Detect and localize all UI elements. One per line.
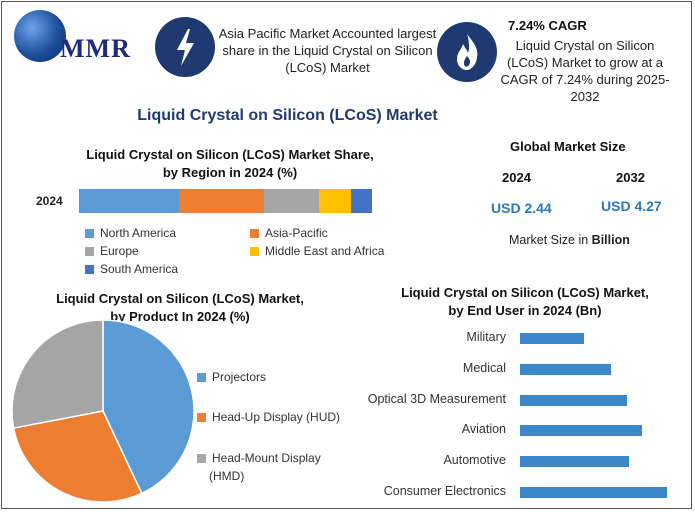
product-legend: Projectors Head-Up Display (HUD) Head-Mo… xyxy=(197,370,377,490)
legend-north-america: North America xyxy=(85,226,176,240)
region-chart-title: Liquid Crystal on Silicon (LCoS) Market … xyxy=(40,146,420,182)
enduser-bar xyxy=(520,487,668,498)
legend-swatch xyxy=(250,228,259,238)
enduser-bar xyxy=(520,363,612,375)
enduser-title-line2: by End User in 2024 (Bn) xyxy=(448,303,602,318)
note-prefix: Market Size in xyxy=(509,233,592,247)
enduser-category-label: Optical 3D Measurement xyxy=(367,391,506,406)
region-bar-segment xyxy=(351,189,372,213)
enduser-bar xyxy=(520,425,643,437)
legend-label: Head-Mount Display xyxy=(212,451,321,465)
legend-swatch xyxy=(85,228,94,238)
legend-swatch xyxy=(85,246,94,256)
global-year-2024: 2024 xyxy=(502,170,531,185)
legend-asia-pacific: Asia-Pacific xyxy=(250,226,328,240)
region-legend: North America Asia-Pacific Europe Middle… xyxy=(85,226,415,282)
legend-label: Asia-Pacific xyxy=(265,226,328,240)
enduser-bar xyxy=(520,394,627,406)
cagr-callout: Liquid Crystal on Silicon (LCoS) Market … xyxy=(500,38,670,104)
legend-swatch xyxy=(250,246,259,256)
legend-label: Projectors xyxy=(212,370,267,384)
legend-mea: Middle East and Africa xyxy=(250,244,384,258)
lightning-icon xyxy=(155,17,215,77)
enduser-chart-title: Liquid Crystal on Silicon (LCoS) Market,… xyxy=(375,284,675,320)
legend-south-america: South America xyxy=(85,262,178,276)
legend-europe: Europe xyxy=(85,244,139,258)
enduser-bar xyxy=(520,333,584,344)
legend-label: Europe xyxy=(100,244,139,258)
legend-hmd: Head-Mount Display xyxy=(197,451,321,465)
main-title: Liquid Crystal on Silicon (LCoS) Market xyxy=(137,107,438,124)
flame-icon xyxy=(437,22,497,82)
region-bar-segment xyxy=(263,189,320,213)
legend-hud: Head-Up Display (HUD) xyxy=(197,410,340,424)
enduser-category-label: Aviation xyxy=(461,422,506,437)
region-bar-segment xyxy=(319,189,352,213)
legend-swatch xyxy=(85,264,94,274)
legend-swatch xyxy=(197,412,206,422)
globe-logo-icon xyxy=(14,10,66,62)
product-chart-title: Liquid Crystal on Silicon (LCoS) Market,… xyxy=(30,290,330,326)
region-title-line2: by Region in 2024 (%) xyxy=(162,165,298,180)
product-title-line1: Liquid Crystal on Silicon (LCoS) Market, xyxy=(56,291,304,306)
region-title-line1: Liquid Crystal on Silicon (LCoS) Market … xyxy=(86,147,374,162)
legend-projectors: Projectors xyxy=(197,370,266,384)
global-value-2024: USD 2.44 xyxy=(491,200,552,216)
brand-logo: MMR xyxy=(60,34,131,63)
pie-slice xyxy=(11,319,104,429)
market-size-note: Market Size in Billion xyxy=(509,233,630,247)
global-market-title: Global Market Size xyxy=(510,139,626,154)
cagr-title: 7.24% CAGR xyxy=(508,18,587,33)
region-bar-segment xyxy=(178,189,264,213)
legend-label: South America xyxy=(100,262,179,276)
note-unit: Billion xyxy=(591,233,630,247)
enduser-bar-chart: Military Medical Optical 3D Measurement Avi… xyxy=(306,325,686,505)
product-pie-chart xyxy=(11,319,195,503)
enduser-category-label: Military xyxy=(466,330,506,344)
asia-pacific-callout: Asia Pacific Market Accounted largest sh… xyxy=(218,26,437,75)
product-title-line2: by Product In 2024 (%) xyxy=(110,309,250,324)
enduser-bar xyxy=(520,456,629,468)
legend-label: Head-Up Display (HUD) xyxy=(212,410,341,424)
pie-slice xyxy=(102,319,195,495)
legend-hmd-line2: (HMD) xyxy=(209,469,245,483)
region-category-label: 2024 xyxy=(36,194,63,208)
enduser-title-line1: Liquid Crystal on Silicon (LCoS) Market, xyxy=(401,285,649,300)
legend-swatch xyxy=(197,453,206,463)
region-stacked-bar xyxy=(79,189,372,213)
legend-label: Middle East and Africa xyxy=(265,244,385,258)
enduser-category-label: Medical xyxy=(462,360,506,375)
global-year-2032: 2032 xyxy=(616,170,645,185)
enduser-category-label: Automotive xyxy=(443,453,506,468)
global-value-2032: USD 4.27 xyxy=(601,198,662,214)
legend-label: North America xyxy=(100,226,177,240)
legend-swatch xyxy=(197,372,206,382)
region-bar-segment xyxy=(79,189,179,213)
enduser-category-label: Consumer Electronics xyxy=(383,484,506,498)
pie-slice xyxy=(12,410,143,503)
